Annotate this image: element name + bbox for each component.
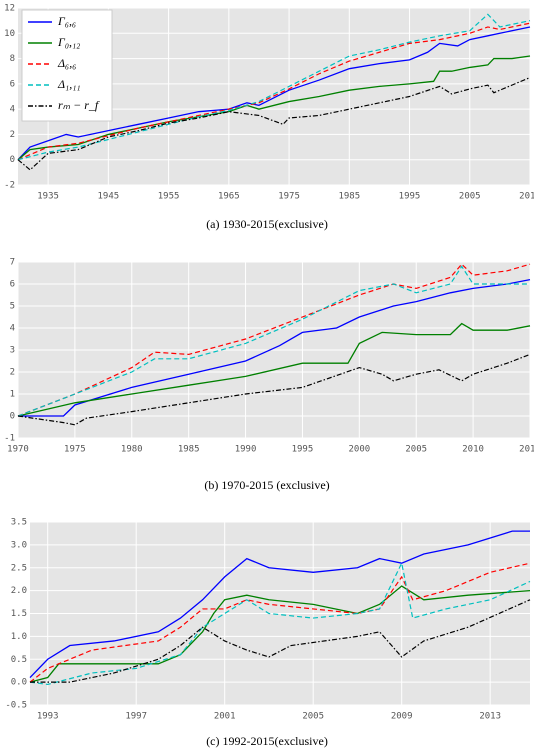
y-tick-label: 3.5 — [11, 518, 27, 528]
series-line — [17, 353, 531, 426]
y-tick-label: 7 — [10, 258, 15, 268]
x-tick-label: 1990 — [235, 445, 257, 455]
legend-label: Γ₆,₆ — [57, 14, 76, 28]
y-tick-label: 4 — [10, 105, 15, 115]
x-tick-label: 2005 — [302, 712, 324, 722]
x-tick-label: 1997 — [125, 712, 147, 722]
y-tick-label: 0 — [10, 155, 15, 165]
x-tick-label: 2013 — [479, 712, 501, 722]
caption: (a) 1930-2015(exclusive) — [206, 217, 328, 231]
y-tick-label: 5 — [10, 302, 15, 312]
y-tick-label: 1.5 — [11, 609, 27, 619]
legend-label: Δ₁,₁₁ — [57, 77, 81, 91]
series-line — [29, 562, 531, 683]
series-line — [29, 561, 531, 686]
y-tick-label: 2 — [10, 368, 15, 378]
x-tick-label: 1980 — [121, 445, 143, 455]
y-tick-label: 8 — [10, 54, 15, 64]
y-tick-label: 10 — [4, 29, 15, 39]
series-line — [17, 26, 531, 161]
y-tick-label: 0.0 — [11, 678, 27, 688]
series-line — [29, 585, 531, 683]
series-line — [17, 55, 531, 161]
y-tick-label: 6 — [10, 280, 15, 290]
x-tick-label: 1975 — [278, 192, 300, 202]
x-tick-label: 2001 — [214, 712, 236, 722]
series-line — [18, 278, 531, 417]
series-line — [17, 22, 531, 161]
series-line — [30, 599, 531, 683]
x-tick-label: 1985 — [338, 192, 360, 202]
caption: (b) 1970-2015 (exclusive) — [204, 478, 329, 492]
x-tick-label: 1995 — [399, 192, 421, 202]
series-line — [29, 530, 530, 679]
x-tick-label: 2010 — [462, 445, 484, 455]
x-tick-label: 1970 — [7, 445, 29, 455]
caption: (c) 1992-2015(exclusive) — [206, 734, 328, 748]
y-tick-label: -2 — [4, 181, 15, 191]
x-tick-label: 1965 — [218, 192, 240, 202]
x-tick-label: 2005 — [405, 445, 427, 455]
x-tick-label: 1945 — [98, 192, 120, 202]
series-line — [17, 13, 531, 161]
x-tick-label: 2015 — [519, 445, 534, 455]
x-tick-label: 1985 — [178, 445, 200, 455]
series-line — [17, 263, 531, 417]
x-tick-label: 1975 — [64, 445, 86, 455]
legend-label: Δ₆,₆ — [57, 56, 76, 70]
y-tick-label: -1 — [4, 434, 15, 444]
series-line — [17, 322, 531, 417]
y-tick-label: 1.0 — [11, 632, 27, 642]
y-tick-label: -0.5 — [5, 701, 27, 711]
y-tick-label: 2.0 — [11, 586, 27, 596]
x-tick-label: 2000 — [348, 445, 370, 455]
x-tick-label: 1993 — [37, 712, 59, 722]
x-tick-label: 1995 — [292, 445, 314, 455]
y-tick-label: 2 — [10, 130, 15, 140]
y-tick-label: 3 — [10, 346, 15, 356]
y-tick-label: 6 — [10, 79, 15, 89]
x-tick-label: 2005 — [459, 192, 481, 202]
y-tick-label: 0 — [10, 412, 15, 422]
series-line — [17, 76, 531, 171]
y-tick-label: 0.5 — [11, 655, 27, 665]
legend-box — [21, 9, 113, 122]
x-tick-label: 2015 — [519, 192, 534, 202]
y-tick-label: 1 — [10, 390, 15, 400]
y-tick-label: 12 — [4, 4, 15, 14]
legend-label: Γ₀,₁₂ — [57, 35, 80, 49]
y-tick-label: 3.0 — [11, 540, 27, 550]
legend-label: rₘ − r_f — [58, 98, 100, 112]
y-tick-label: 2.5 — [11, 563, 27, 573]
y-tick-label: 4 — [10, 324, 15, 334]
x-tick-label: 1955 — [158, 192, 180, 202]
x-tick-label: 1935 — [37, 192, 59, 202]
series-line — [17, 265, 530, 417]
x-tick-label: 2009 — [391, 712, 413, 722]
